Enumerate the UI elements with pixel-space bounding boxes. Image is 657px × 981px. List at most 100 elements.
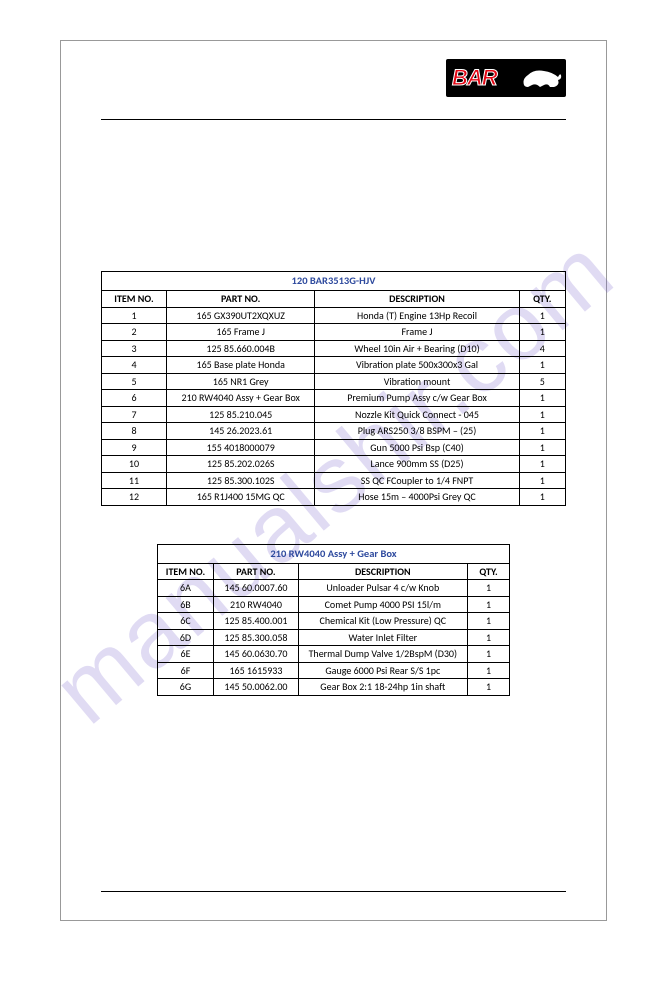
cell: 1 [467,580,509,597]
cell: 5 [102,373,167,390]
table-row: 11125 85.300.102SSS QC FCoupler to 1/4 F… [102,472,566,489]
table-row: 6E145 60.0630.70Thermal Dump Valve 1/2Bs… [157,646,509,663]
cell: 1 [467,679,509,696]
footer-divider [101,891,566,892]
table-row: 6D125 85.300.058Water Inlet Filter1 [157,629,509,646]
cell: 9 [102,439,167,456]
cell: 1 [467,613,509,630]
table1-title-row: 120 BAR3513G-HJV [102,272,566,291]
table-row: 12165 R1J400 15MG QCHose 15m – 4000Psi G… [102,489,566,506]
cell: Wheel 10in Air + Bearing (D10) [315,340,519,357]
cell: 145 60.0630.70 [214,646,299,663]
cell: 165 R1J400 15MG QC [166,489,314,506]
cell: 6E [157,646,213,663]
cell: Gauge 6000 Psi Rear S/S 1pc [298,662,467,679]
cell: 1 [519,390,565,407]
table-row: 10125 85.202.026SLance 900mm SS (D25)1 [102,456,566,473]
cell: 145 26.2023.61 [166,423,314,440]
cell: Nozzle Kit Quick Connect - 045 [315,406,519,423]
table-row: 6C125 85.400.001Chemical Kit (Low Pressu… [157,613,509,630]
table1-col-part: PART NO. [166,291,314,308]
cell: 6C [157,613,213,630]
cell: 155 4018000079 [166,439,314,456]
cell: 125 85.210.045 [166,406,314,423]
cell: Gun 5000 Psi Bsp (C40) [315,439,519,456]
table2-title-row: 210 RW4040 Assy + Gear Box [157,544,509,563]
cell: 7 [102,406,167,423]
cell: 1 [467,662,509,679]
cell: Vibration plate 500x300x3 Gal [315,357,519,374]
cell: 1 [519,324,565,341]
table-row: 2165 Frame JFrame J1 [102,324,566,341]
table-row: 1165 GX390UT2XQXUZHonda (T) Engine 13Hp … [102,307,566,324]
cell: 165 NR1 Grey [166,373,314,390]
content-area: 120 BAR3513G-HJV ITEM NO. PART NO. DESCR… [101,271,566,734]
cell: 125 85.300.058 [214,629,299,646]
cell: 1 [519,423,565,440]
table-row: 6210 RW4040 Assy + Gear BoxPremium Pump … [102,390,566,407]
table2-title: 210 RW4040 Assy + Gear Box [157,544,509,563]
cell: Water Inlet Filter [298,629,467,646]
table-row: 6F165 1615933Gauge 6000 Psi Rear S/S 1pc… [157,662,509,679]
cell: Unloader Pulsar 4 c/w Knob [298,580,467,597]
cell: Chemical Kit (Low Pressure) QC [298,613,467,630]
cell: Premium Pump Assy c/w Gear Box [315,390,519,407]
cell: 1 [519,357,565,374]
cell: 5 [519,373,565,390]
cell: 125 85.300.102S [166,472,314,489]
cell: 1 [467,596,509,613]
cell: 8 [102,423,167,440]
cell: 1 [467,646,509,663]
cell: 6A [157,580,213,597]
table1-col-qty: QTY. [519,291,565,308]
cell: Gear Box 2:1 18-24hp 1in shaft [298,679,467,696]
cell: 125 85.202.026S [166,456,314,473]
cell: 1 [519,489,565,506]
cell: Comet Pump 4000 PSI 15l/m [298,596,467,613]
cell: 6B [157,596,213,613]
cell: 10 [102,456,167,473]
parts-table-2: 210 RW4040 Assy + Gear Box ITEM NO. PART… [157,544,510,696]
cell: 1 [519,406,565,423]
cell: Hose 15m – 4000Psi Grey QC [315,489,519,506]
cell: 11 [102,472,167,489]
table-row: 8145 26.2023.61Plug ARS250 3/8 BSPM – (2… [102,423,566,440]
cell: 210 RW4040 Assy + Gear Box [166,390,314,407]
page-header: BAR [101,59,566,114]
cell: 6G [157,679,213,696]
cell: 2 [102,324,167,341]
cell: SS QC FCoupler to 1/4 FNPT [315,472,519,489]
document-page: BAR manualshir.com 120 BAR3513G-HJV ITEM… [60,40,607,921]
table-row: 9155 4018000079Gun 5000 Psi Bsp (C40)1 [102,439,566,456]
table-row: 6A145 60.0007.60Unloader Pulsar 4 c/w Kn… [157,580,509,597]
table2-col-item: ITEM NO. [157,563,213,580]
table2-col-qty: QTY. [467,563,509,580]
cell: 145 50.0062.00 [214,679,299,696]
cell: Thermal Dump Valve 1/2BspM (D30) [298,646,467,663]
table-row: 5165 NR1 GreyVibration mount5 [102,373,566,390]
cell: Vibration mount [315,373,519,390]
table-row: 7125 85.210.045Nozzle Kit Quick Connect … [102,406,566,423]
cell: 1 [519,307,565,324]
cell: 165 1615933 [214,662,299,679]
table2-col-part: PART NO. [214,563,299,580]
cell: 12 [102,489,167,506]
cell: 125 85.400.001 [214,613,299,630]
cell: 1 [519,439,565,456]
cell: 4 [102,357,167,374]
cell: 6D [157,629,213,646]
header-divider [101,119,566,120]
table-row: 3125 85.660.004BWheel 10in Air + Bearing… [102,340,566,357]
cell: Frame J [315,324,519,341]
cell: 6F [157,662,213,679]
bear-icon [520,63,562,93]
table1-header-row: ITEM NO. PART NO. DESCRIPTION QTY. [102,291,566,308]
cell: 4 [519,340,565,357]
cell: Honda (T) Engine 13Hp Recoil [315,307,519,324]
cell: 210 RW4040 [214,596,299,613]
table1-col-desc: DESCRIPTION [315,291,519,308]
cell: 1 [467,629,509,646]
table-row: 6G145 50.0062.00Gear Box 2:1 18-24hp 1in… [157,679,509,696]
cell: 165 Frame J [166,324,314,341]
table1-title: 120 BAR3513G-HJV [102,272,566,291]
